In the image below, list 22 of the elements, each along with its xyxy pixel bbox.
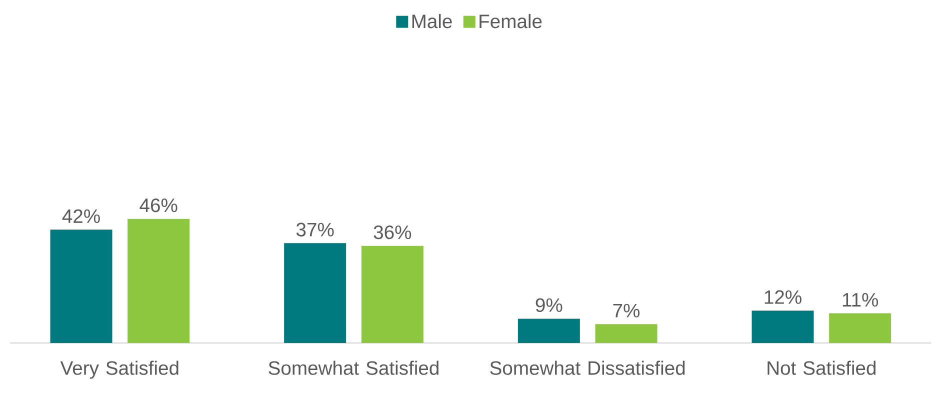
data-label: 37% (296, 222, 334, 236)
bar (50, 230, 112, 343)
legend-label: Male (412, 14, 452, 28)
data-label: 36% (374, 225, 412, 240)
data-label: 11% (842, 293, 878, 307)
data-label: 12% (764, 290, 802, 304)
data-label: 7% (613, 304, 640, 318)
bar (128, 218, 190, 343)
legend-label: Female (480, 14, 542, 28)
x-tick-label: Very Satisfied (60, 360, 178, 379)
data-label: 46% (140, 198, 178, 212)
bar (829, 313, 892, 343)
data-label: 42% (62, 209, 100, 223)
x-tick-label: Somewhat Dissatisfied (490, 360, 685, 375)
bar (752, 310, 814, 343)
bar (595, 324, 658, 343)
data-label: 9% (536, 298, 562, 312)
x-tick-label: Somewhat Satisfied (268, 360, 438, 375)
bar (518, 318, 580, 343)
bar (284, 243, 346, 343)
x-tick-label: Not Satisfied (768, 360, 876, 375)
bar (361, 246, 424, 343)
